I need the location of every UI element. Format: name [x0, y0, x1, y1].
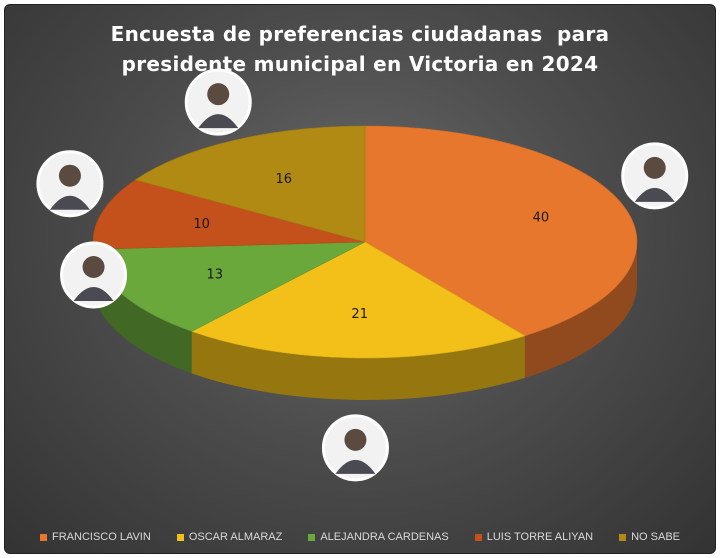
- pie-chart: 40 21 13 10 16: [36, 68, 689, 482]
- legend-label-oscar-almaraz: OSCAR ALMARAZ: [188, 531, 283, 543]
- pie-slice-no-sabe: [134, 125, 366, 243]
- chart-frame: Encuesta de preferencias ciudadanas para…: [4, 4, 716, 554]
- legend-label-no-sabe: NO SABE: [631, 531, 680, 543]
- pie-slice-oscar-almaraz: [190, 241, 526, 359]
- avatar-alejandra-cardenas: [60, 241, 128, 309]
- legend-swatch-oscar-almaraz: [176, 533, 184, 541]
- pie-tops: [92, 125, 638, 359]
- legend-swatch-luis-torre-aliyan: [474, 533, 482, 541]
- legend-item-alejandra-cardenas: ALEJANDRA CARDENAS: [308, 531, 449, 543]
- avatar-oscar-almaraz: [321, 414, 389, 482]
- chart-title-line-1: Encuesta de preferencias ciudadanas para: [110, 22, 610, 46]
- chart-title: Encuesta de preferencias ciudadanas para…: [5, 19, 715, 79]
- avatar-luis-torre-aliyan: [36, 150, 104, 218]
- legend-swatch-francisco-lavin: [40, 533, 47, 541]
- legend-swatch-no-sabe: [619, 533, 627, 541]
- legend-label-luis-torre-aliyan: LUIS TORRE ALIYAN: [486, 531, 594, 543]
- legend-item-luis-torre-aliyan: LUIS TORRE ALIYAN: [474, 531, 594, 543]
- pie-side-francisco-lavin: [524, 242, 637, 378]
- avatar-francisco-lavin: [621, 142, 689, 210]
- chart-title-line-2: presidente municipal en Victoria en 2024: [121, 52, 599, 76]
- pie-slice-francisco-lavin: [364, 125, 638, 337]
- chart-legend: FRANCISCO LAVIN OSCAR ALMARAZ ALEJANDRA …: [5, 531, 715, 543]
- pie-side-alejandra-cardenas: [93, 249, 192, 374]
- data-label-alejandra-cardenas: 13: [206, 268, 223, 283]
- avatar-no-sabe: [184, 68, 252, 136]
- data-label-oscar-almaraz: 21: [351, 307, 368, 322]
- legend-item-francisco-lavin: FRANCISCO LAVIN: [40, 531, 151, 543]
- pie-labels: 40 21 13 10 16: [193, 172, 549, 322]
- avatars: [36, 68, 689, 482]
- data-label-luis-torre-aliyan: 10: [193, 217, 210, 232]
- legend-item-oscar-almaraz: OSCAR ALMARAZ: [176, 531, 283, 543]
- pie-side-oscar-almaraz: [191, 331, 525, 400]
- legend-swatch-alejandra-cardenas: [308, 533, 316, 541]
- legend-label-francisco-lavin: FRANCISCO LAVIN: [52, 531, 151, 543]
- data-label-francisco-lavin: 40: [533, 211, 550, 226]
- legend-item-no-sabe: NO SABE: [619, 531, 680, 543]
- legend-label-alejandra-cardenas: ALEJANDRA CARDENAS: [320, 531, 449, 543]
- data-label-no-sabe: 16: [275, 172, 292, 187]
